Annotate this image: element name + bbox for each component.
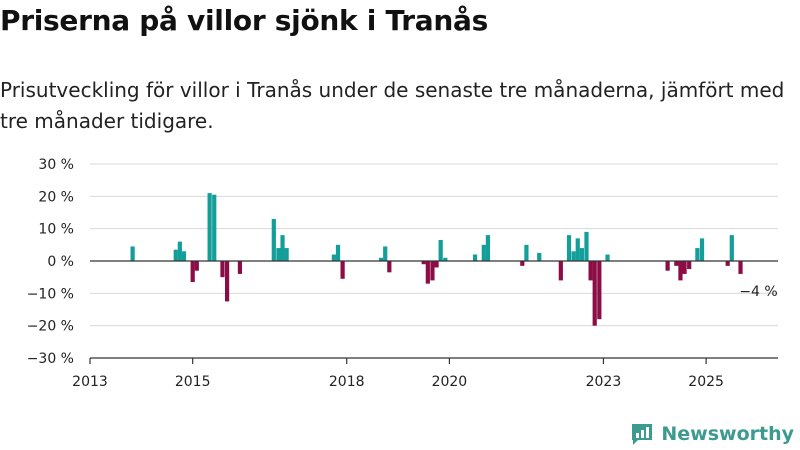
bar xyxy=(284,248,289,261)
y-tick-label: 30 % xyxy=(38,157,74,173)
bar xyxy=(276,248,281,261)
y-tick-label: −20 % xyxy=(27,319,74,335)
bar xyxy=(588,261,593,281)
bar xyxy=(699,238,705,261)
x-tick-label: 2013 xyxy=(72,374,108,390)
bar xyxy=(665,261,670,271)
y-tick-label: 10 % xyxy=(38,222,74,238)
bar-series xyxy=(130,193,743,326)
bar xyxy=(485,235,491,261)
bar xyxy=(340,261,345,279)
bar xyxy=(430,261,435,281)
bar xyxy=(425,261,430,284)
bar xyxy=(558,261,563,281)
bar xyxy=(605,254,610,261)
bar xyxy=(579,248,584,261)
newsworthy-logo-icon xyxy=(632,424,653,445)
bar xyxy=(331,254,336,261)
bar xyxy=(280,235,285,261)
bar xyxy=(537,252,542,261)
bar xyxy=(575,238,580,261)
bar xyxy=(443,257,448,261)
page-title: Priserna på villor sjönk i Tranås xyxy=(0,4,488,37)
x-tick-label: 2015 xyxy=(175,374,211,390)
bar xyxy=(695,248,700,261)
bar xyxy=(212,194,217,261)
brand-logo[interactable]: Newsworthy xyxy=(629,421,794,447)
x-tick-label: 2025 xyxy=(688,374,724,390)
bar xyxy=(524,244,529,261)
bar xyxy=(130,246,135,261)
brand-name: Newsworthy xyxy=(661,423,794,445)
y-tick-label: −10 % xyxy=(27,286,74,302)
bar xyxy=(181,251,187,261)
bar xyxy=(387,261,392,273)
bar xyxy=(597,261,602,320)
bar xyxy=(592,261,597,326)
bar xyxy=(220,261,225,278)
bar xyxy=(383,246,388,261)
bar xyxy=(379,257,384,261)
bar xyxy=(678,261,683,281)
chart-subtitle: Prisutveckling för villor i Tranås under… xyxy=(0,78,785,133)
bar xyxy=(682,261,687,274)
bar xyxy=(566,235,572,261)
axis-labels: 30 % 20 % 10 % 0 % −10 % −20 % −30 % 2013 2015 20… xyxy=(27,157,778,390)
bar xyxy=(687,261,692,270)
bar xyxy=(271,218,276,261)
bar xyxy=(335,244,341,261)
bar xyxy=(173,249,178,261)
bar xyxy=(421,261,426,265)
bar xyxy=(729,235,734,261)
y-tick-label: −30 % xyxy=(27,351,74,367)
y-tick-label: 0 % xyxy=(47,254,74,270)
bar xyxy=(520,261,525,266)
bar xyxy=(224,261,230,302)
bar xyxy=(674,261,679,266)
bar xyxy=(725,261,730,266)
bar xyxy=(434,261,439,268)
bar xyxy=(438,239,443,261)
bar xyxy=(194,261,199,271)
x-tick-label: 2023 xyxy=(586,374,622,390)
bar xyxy=(738,261,743,274)
bar xyxy=(571,251,576,261)
bar xyxy=(190,261,195,283)
bar xyxy=(237,261,243,274)
bar xyxy=(177,241,182,261)
axes xyxy=(89,260,778,364)
bar xyxy=(481,244,486,261)
last-value-label: −4 % xyxy=(739,284,777,300)
bar xyxy=(472,254,478,261)
y-tick-label: 20 % xyxy=(38,189,74,205)
bar xyxy=(584,231,589,261)
bar xyxy=(207,193,212,261)
x-tick-label: 2020 xyxy=(432,374,468,390)
x-tick-label: 2018 xyxy=(329,374,365,390)
